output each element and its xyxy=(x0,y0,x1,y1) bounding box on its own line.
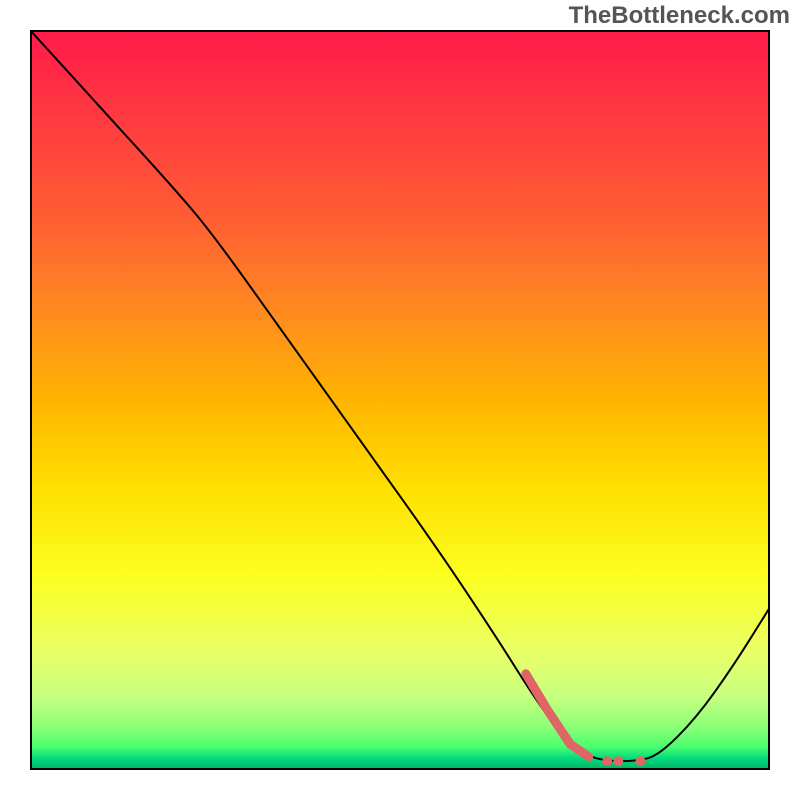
highlight-dot xyxy=(613,756,623,766)
highlight-dot xyxy=(636,756,646,766)
watermark-text: TheBottleneck.com xyxy=(569,2,790,30)
highlight-dot xyxy=(602,756,612,766)
chart-frame: TheBottleneck.com xyxy=(0,0,800,800)
plot-background xyxy=(30,30,770,770)
bottleneck-chart xyxy=(30,30,770,770)
